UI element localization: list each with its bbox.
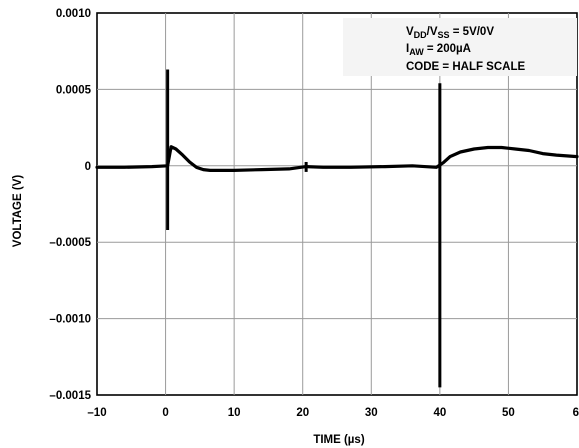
y-tick-label: 0 (85, 161, 91, 173)
y-axis-label: VOLTAGE (V) (12, 175, 24, 248)
annotation-supply-dd: DD (414, 30, 427, 40)
y-tick-label: –0.0015 (49, 390, 91, 402)
x-tick-label: 50 (502, 407, 515, 419)
y-tick-label: –0.0005 (49, 237, 91, 249)
annotation-supply-value: = 5V/0V (450, 26, 495, 38)
data-layer (95, 69, 579, 388)
x-tick-label: 10 (228, 407, 241, 419)
annotation-supply-slash: /V (427, 26, 438, 38)
annotation-supply-v: V (406, 26, 414, 38)
annotation-current-value: = 200µA (424, 43, 471, 55)
x-tick-label: –10 (87, 407, 106, 419)
x-tick-labels: –10 0 10 20 30 40 50 6 (87, 407, 579, 419)
x-tick-label: 6 (573, 407, 579, 419)
annotation-current: IAW = 200µA (406, 43, 471, 57)
x-tick-label: 20 (296, 407, 309, 419)
annotation-box (343, 18, 577, 76)
x-tick-label: 40 (433, 407, 446, 419)
x-tick-label: 30 (365, 407, 378, 419)
y-tick-label: 0.0005 (56, 84, 92, 96)
annotation-current-aw: AW (409, 47, 424, 57)
y-tick-label: 0.0010 (56, 8, 91, 20)
annotation-supply-ss: SS (438, 30, 450, 40)
x-tick-label: 0 (162, 407, 168, 419)
x-axis-label: TIME (µs) (313, 434, 365, 446)
annotation-supply: VDD/VSS = 5V/0V (406, 26, 494, 40)
y-tick-labels: 0.0010 0.0005 0 –0.0005 –0.0010 –0.0015 (49, 8, 91, 402)
annotation-current-i: I (406, 43, 409, 55)
annotation-code: CODE = HALF SCALE (406, 61, 525, 73)
plot-area (96, 12, 578, 396)
y-tick-label: –0.0010 (49, 314, 91, 326)
series-line (95, 145, 579, 172)
